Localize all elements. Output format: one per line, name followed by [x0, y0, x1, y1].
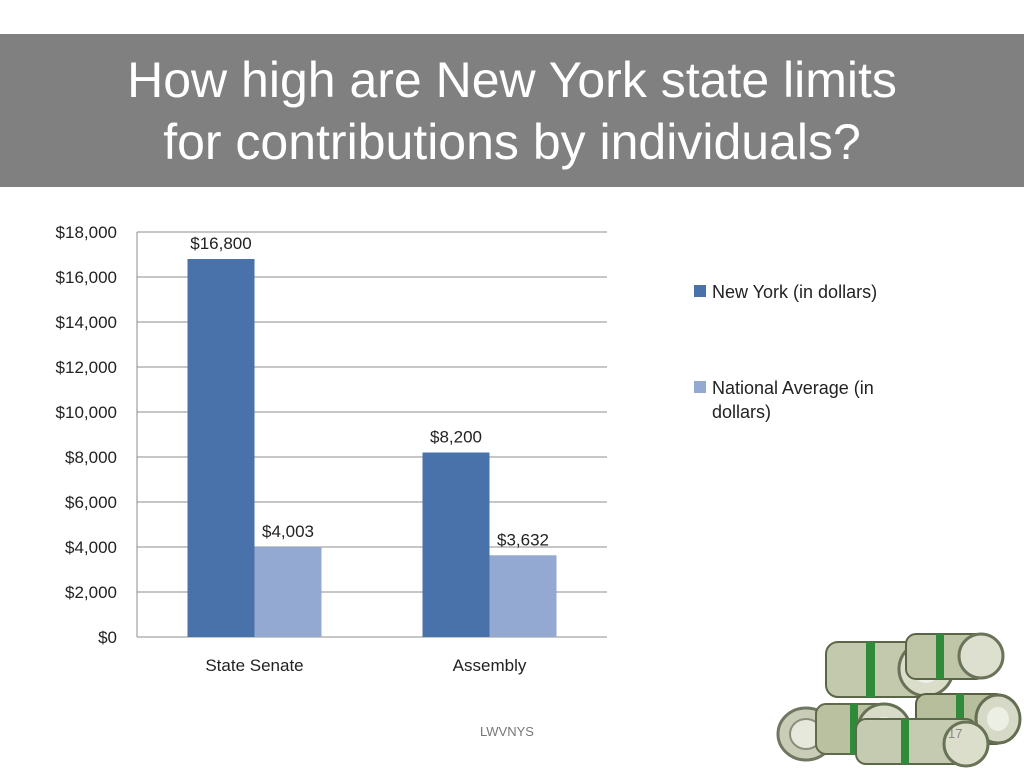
y-tick-label-12000: $12,000	[56, 358, 117, 377]
slide-title-line-2: for contributions by individuals?	[163, 113, 861, 170]
y-tick-label-6000: $6,000	[65, 493, 117, 512]
x-tick-label-1: Assembly	[453, 656, 527, 675]
legend-swatch-new-york	[694, 285, 706, 297]
legend-label-national-average: National Average (in dollars)	[712, 378, 874, 422]
bar-new-york-0	[187, 259, 255, 637]
y-tick-label-8000: $8,000	[65, 448, 117, 467]
y-tick-label-4000: $4,000	[65, 538, 117, 557]
y-tick-label-16000: $16,000	[56, 268, 117, 287]
slide-title-line-1: How high are New York state limits	[127, 51, 897, 108]
page-number: 17	[948, 726, 963, 741]
x-tick-label-0: State Senate	[205, 656, 303, 675]
legend-item-national-average: National Average (in dollars)	[694, 376, 902, 424]
legend-label-new-york: New York (in dollars)	[712, 282, 878, 302]
data-label-new-york-1: $8,200	[430, 428, 482, 447]
legend-item-new-york: New York (in dollars)	[694, 280, 902, 304]
money-rolls-icon	[776, 632, 1022, 768]
y-tick-label-0: $0	[98, 628, 117, 647]
title-band: How high are New York state limits for c…	[0, 34, 1024, 187]
data-label-new-york-0: $16,800	[190, 234, 251, 253]
legend-swatch-national-average	[694, 381, 706, 393]
y-tick-label-14000: $14,000	[56, 313, 117, 332]
y-tick-label-18000: $18,000	[56, 223, 117, 242]
y-tick-label-10000: $10,000	[56, 403, 117, 422]
bar-new-york-1	[422, 452, 490, 637]
slide-title: How high are New York state limits for c…	[127, 49, 897, 173]
y-tick-label-2000: $2,000	[65, 583, 117, 602]
data-label-national-average-1: $3,632	[497, 530, 549, 549]
footer-text: LWVNYS	[480, 724, 534, 739]
data-label-national-average-0: $4,003	[262, 522, 314, 541]
bar-national-average-0	[254, 546, 322, 637]
bar-national-average-1	[489, 555, 557, 637]
